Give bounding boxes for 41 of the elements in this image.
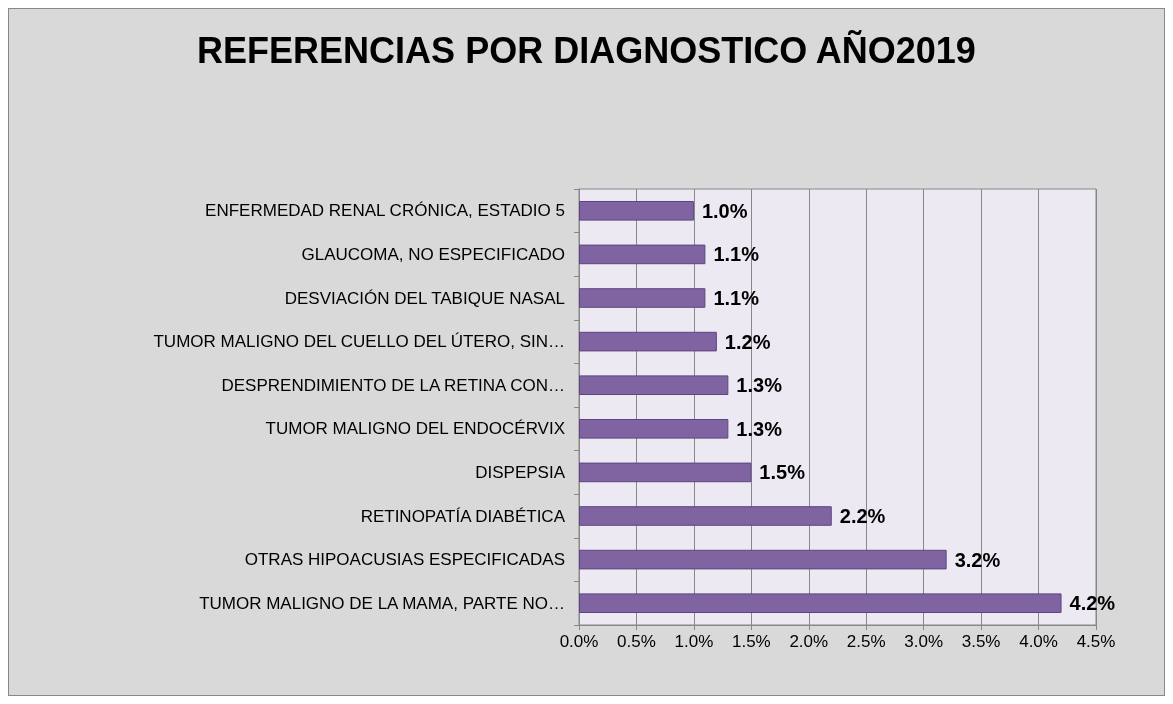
bar [579,593,1062,614]
x-tick-label: 2.0% [789,632,829,651]
data-label: 1.3% [736,374,783,397]
y-tick-label: TUMOR MALIGNO DE LA MAMA, PARTE NO… [199,593,565,613]
bar [579,506,832,526]
x-tick-label: 4.5% [1076,632,1116,651]
x-tick-label: 0.0% [559,632,599,651]
x-tick-label: 0.5% [617,632,656,651]
x-tick-label: 2.5% [846,632,886,651]
bar [579,549,947,570]
data-label: 2.2% [839,505,886,527]
data-label: 1.2% [724,330,771,353]
y-tick-label: DESVIACIÓN DEL TABIQUE NASAL [284,288,565,308]
data-label: 1.0% [701,199,748,222]
y-tick-label: DESPRENDIMIENTO DE LA RETINA CON… [221,375,565,395]
data-label: 1.3% [736,417,783,440]
x-tick-label: 3.0% [904,632,944,651]
data-label: 4.2% [1069,592,1116,615]
y-tick-label: DISPEPSIA [475,462,566,482]
bar [579,462,752,483]
y-tick-label: ENFERMEDAD RENAL CRÓNICA, ESTADIO 5 [205,201,565,221]
x-tick-label: 3.5% [961,632,1001,651]
data-label: 1.5% [759,461,806,484]
data-label: 1.1% [713,243,760,266]
y-tick-label: TUMOR MALIGNO DEL ENDOCÉRVIX [265,419,565,439]
y-tick-label: OTRAS HIPOACUSIAS ESPECIFICADAS [244,550,565,570]
data-label: 1.1% [713,287,760,309]
x-tick-label: 1.0% [674,632,714,651]
chart-title: REFERENCIAS POR DIAGNOSTICO AÑO2019 [197,28,976,71]
x-tick-label: 1.5% [731,632,771,651]
y-tick-label: GLAUCOMA, NO ESPECIFICADO [301,244,565,264]
bar [579,331,717,352]
data-label: 3.2% [954,548,1001,571]
y-tick-label: TUMOR MALIGNO DEL CUELLO DEL ÚTERO, SIN… [153,332,565,352]
bar [579,375,729,396]
x-tick-label: 4.0% [1019,632,1058,651]
bar [579,288,706,308]
bar [579,418,729,439]
bar [579,244,706,265]
y-tick-label: RETINOPATÍA DIABÉTICA [360,506,566,526]
bar [579,200,694,221]
